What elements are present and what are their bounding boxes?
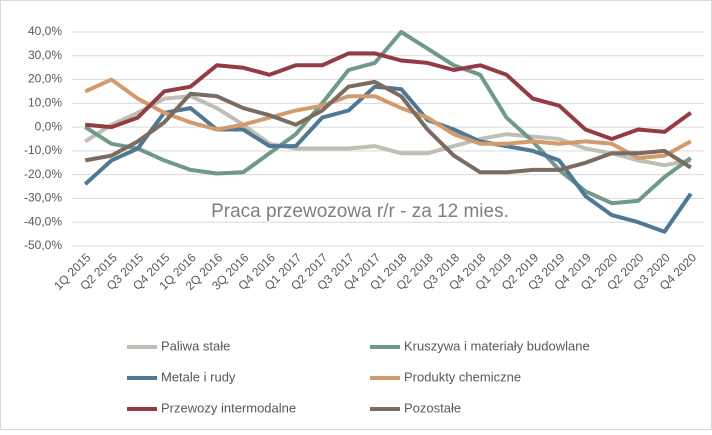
legend-label: Produkty chemiczne <box>404 369 521 384</box>
y-tick-label: -20,0% <box>24 167 62 181</box>
y-tick-label: -10,0% <box>24 143 62 157</box>
y-tick-label: 10,0% <box>28 96 62 110</box>
annotation: Praca przewozowa r/r - za 12 mies. <box>211 201 509 222</box>
legend-label: Pozostałe <box>404 400 461 415</box>
y-tick-label: 40,0% <box>28 24 62 38</box>
legend-label: Metale i rudy <box>161 369 236 384</box>
series-line <box>84 79 692 175</box>
y-tick-label: -30,0% <box>24 191 62 205</box>
series-line <box>84 77 692 160</box>
series-line <box>84 30 692 206</box>
y-tick-label: -40,0% <box>24 214 62 228</box>
series-line <box>85 51 692 141</box>
legend-label: Paliwa stałe <box>161 338 230 353</box>
y-tick-label: 30,0% <box>28 48 62 62</box>
y-tick-label: -50,0% <box>24 238 62 252</box>
legend-label: Kruszywa i materiały budowlane <box>404 338 590 353</box>
y-tick-label: 20,0% <box>28 72 62 86</box>
legend-label: Przewozy intermodalne <box>161 400 296 415</box>
y-tick-label: 0,0% <box>35 119 63 133</box>
